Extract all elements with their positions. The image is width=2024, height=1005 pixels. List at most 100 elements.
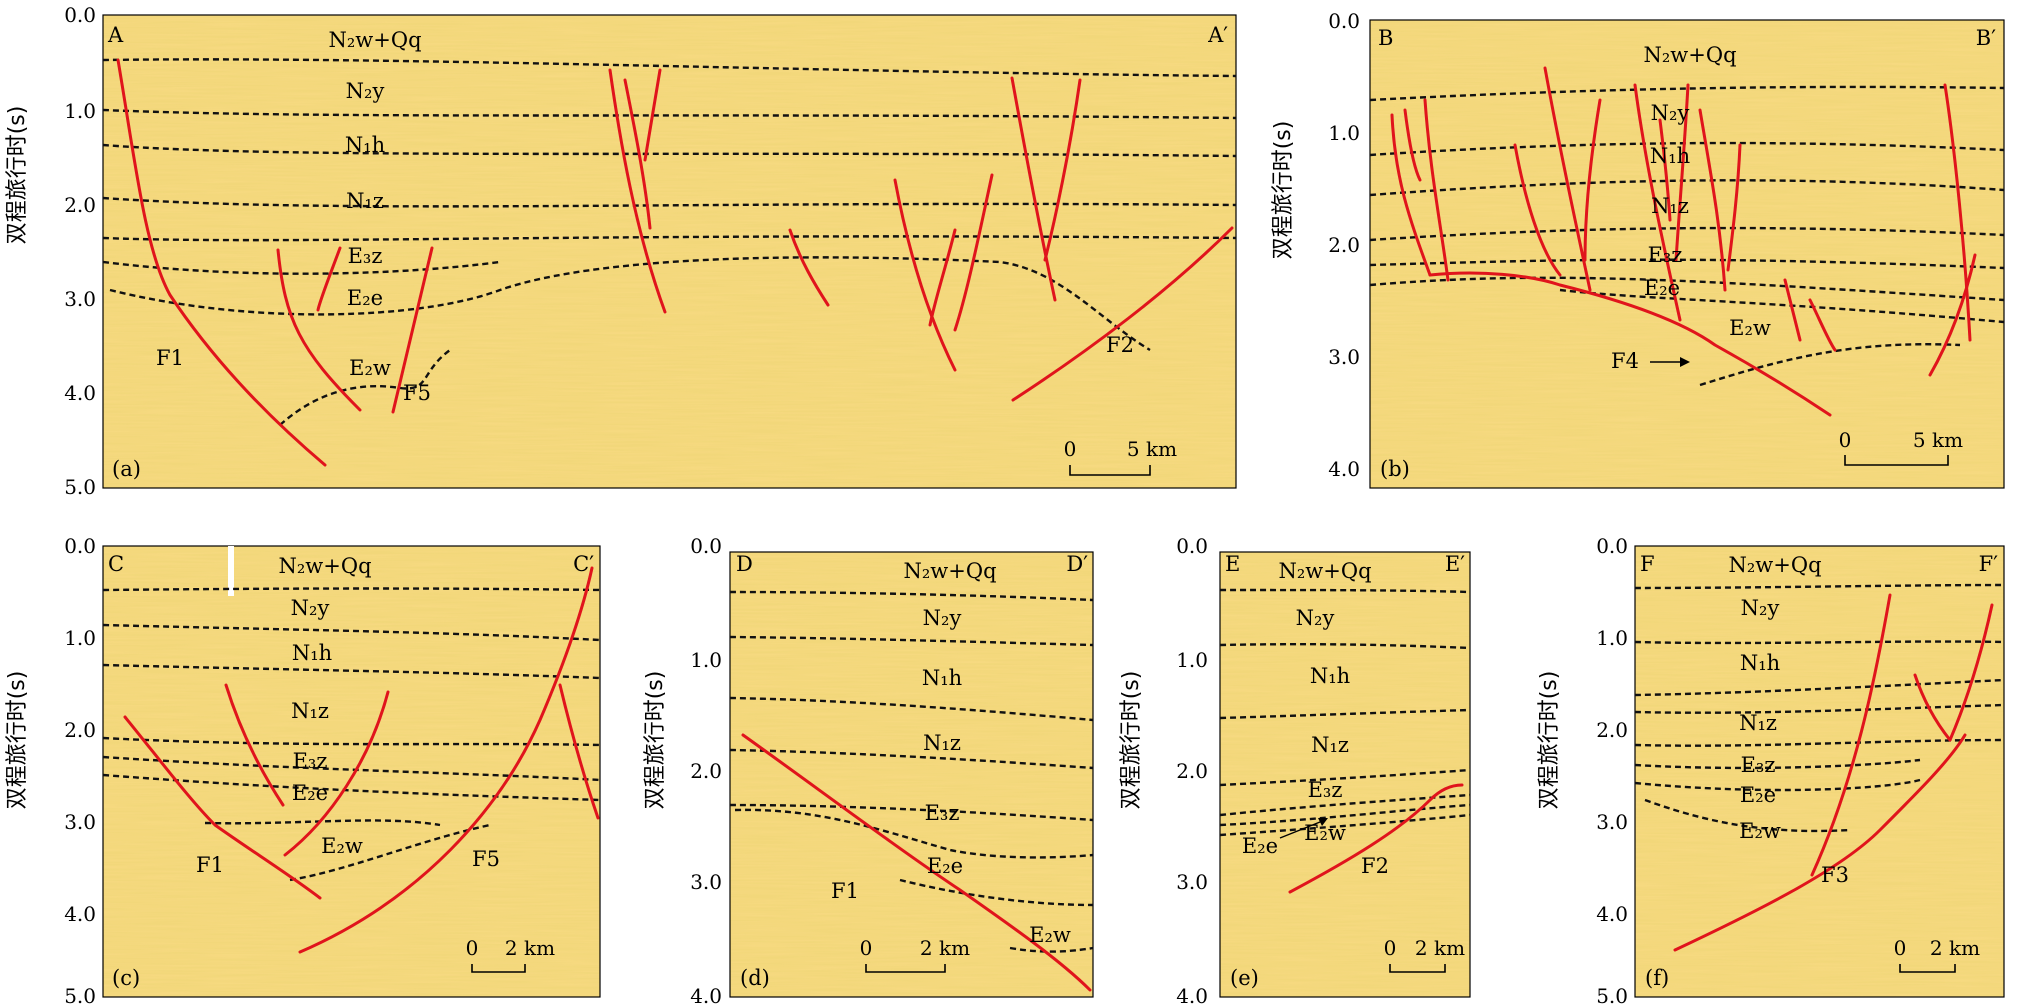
unit-labels: N₂w+Qq N₂y N₁h N₁z E₃z E₂e E₂w [1728, 553, 1821, 843]
fault-line [316, 246, 342, 312]
horizons [729, 590, 1094, 953]
tick-label: 3.0 [1328, 345, 1360, 369]
seismic-texture [730, 552, 1093, 997]
unit-label: E₂e [927, 854, 963, 878]
unit-label: E₃z [293, 749, 328, 773]
fault-labels: F2 [1361, 854, 1389, 878]
horizon-line [1219, 588, 1471, 594]
tick-label: 1.0 [690, 648, 722, 672]
fault-line [1011, 226, 1234, 402]
fault-line [224, 683, 285, 807]
faults [1390, 66, 1977, 417]
horizon-line [1009, 946, 1094, 953]
panel-frame [1369, 19, 2005, 489]
horizon-line [1699, 343, 1961, 387]
fault-line [1390, 113, 1432, 277]
unit-label: N₁h [292, 641, 332, 665]
fault-line [741, 733, 1092, 992]
fault-line [1943, 83, 1972, 342]
unit-label: N₂w+Qq [1278, 559, 1371, 583]
unit-labels: N₂w+Qq N₂y N₁h N₁z E₃z E₂e E₂w [278, 554, 371, 858]
unit-labels: N₂w+Qq N₂y N₁h N₁z E₃z E₂e E₂w [1242, 559, 1372, 858]
fault-line [283, 690, 390, 857]
tick-label: 2.0 [1328, 233, 1360, 257]
fault-label: F1 [156, 346, 184, 370]
scale-distance: 2 km [920, 936, 970, 960]
tick-label: 1.0 [1328, 121, 1360, 145]
scale-bar: 0 2 km [1894, 936, 1980, 973]
unit-label: N₂y [1651, 101, 1690, 125]
fault-arrow-head [1680, 357, 1690, 367]
horizon-line [102, 260, 501, 275]
tick-label: 0.0 [1176, 534, 1208, 558]
unit-label: N₂y [291, 596, 330, 620]
horizon-line [102, 623, 601, 642]
unit-label: E₂e [1242, 834, 1278, 858]
horizon-line [1219, 793, 1471, 817]
fault-labels: F4 [1611, 349, 1690, 373]
unit-label: N₁h [922, 666, 962, 690]
fault-label: F1 [831, 879, 859, 903]
horizon-line [1219, 643, 1471, 650]
fault-line [608, 68, 667, 314]
fault-line [928, 228, 957, 327]
unit-label: E₃z [1648, 243, 1683, 267]
panel-frame [102, 14, 1237, 489]
section-endpoint-right: B′ [1976, 26, 1996, 50]
tick-label: 4.0 [64, 381, 96, 405]
section-endpoint-left: B [1378, 26, 1393, 50]
unit-label: E₂w [349, 356, 391, 380]
horizon-line [1369, 226, 2005, 242]
fault-line [893, 178, 957, 372]
horizon-line [204, 819, 441, 827]
horizon-line [102, 58, 1237, 78]
horizon-line [1634, 703, 2005, 714]
section-endpoint-left: A [107, 23, 124, 47]
unit-label: E₂w [1304, 821, 1346, 845]
unit-label: N₁z [923, 731, 961, 755]
scale-zero: 0 [1064, 437, 1077, 461]
fault-labels: F3 [1821, 863, 1849, 887]
panel-frame [1634, 545, 2005, 998]
fault-line [558, 683, 600, 820]
scale-zero: 0 [1839, 428, 1852, 452]
fault-line [1948, 603, 1994, 742]
fault-labels: F1 [831, 879, 859, 903]
horizon-line [1369, 276, 2005, 302]
unit-label: E₂e [347, 286, 383, 310]
unit-label: N₂y [346, 79, 385, 103]
panel-label: (e) [1230, 966, 1259, 990]
section-endpoint-right: E′ [1445, 552, 1465, 576]
scale-distance: 5 km [1913, 428, 1963, 452]
fault-line [1513, 143, 1562, 277]
tick-label: 4.0 [1596, 902, 1628, 926]
horizon-line [1219, 768, 1471, 787]
horizon-line [729, 803, 1094, 822]
tick-label: 3.0 [1596, 810, 1628, 834]
fault-line [1288, 783, 1464, 894]
unit-label: N₁z [346, 189, 384, 213]
fault-label: F3 [1821, 863, 1849, 887]
horizon-line [729, 748, 1094, 770]
tick-label: 2.0 [64, 193, 96, 217]
fault-line [1428, 271, 1832, 417]
tick-label: 2.0 [1176, 759, 1208, 783]
fault-line [276, 248, 362, 412]
fault-label: F2 [1106, 333, 1134, 357]
y-axis-label: 双程旅行时(s) [5, 671, 30, 810]
horizon-line [1369, 141, 2005, 157]
unit-label: E₂w [1029, 923, 1071, 947]
faults [123, 566, 600, 954]
seismic-texture [1635, 546, 2004, 997]
tick-label: 0.0 [1328, 9, 1360, 33]
y-axis-label: 双程旅行时(s) [1119, 671, 1144, 810]
panel-frame [729, 551, 1094, 998]
fault-label: F1 [196, 853, 224, 877]
horizon-line [729, 590, 1094, 602]
tick-label: 5.0 [1596, 984, 1628, 1005]
fault-labels: F1 F5 [196, 847, 500, 877]
scale-zero: 0 [1384, 936, 1397, 960]
tick-label: 1.0 [64, 626, 96, 650]
tick-label: 1.0 [1176, 648, 1208, 672]
horizon-line [1634, 678, 2005, 697]
